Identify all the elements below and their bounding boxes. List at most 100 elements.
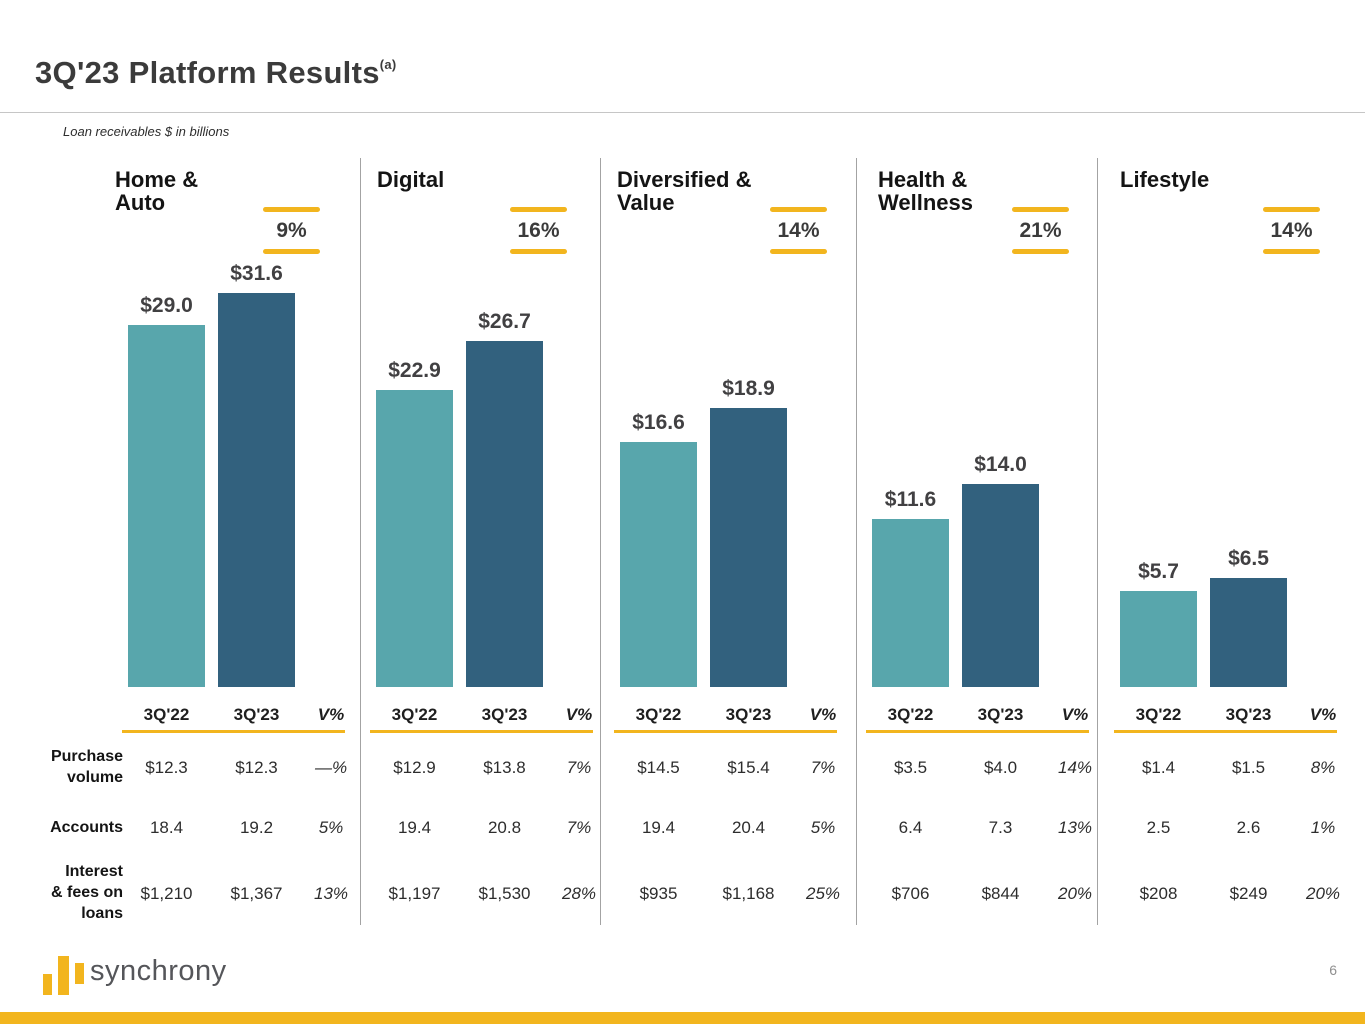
row-label-accounts: Accounts — [50, 819, 123, 836]
bar-3q23-digital — [466, 341, 543, 687]
platform-title-health-wellness: Health & Wellness — [878, 167, 973, 215]
table-cell: $249 — [1229, 884, 1268, 903]
growth-percent: 16% — [517, 219, 560, 242]
bar-value-label: $11.6 — [884, 488, 937, 511]
table-header-v-percent: V% — [317, 705, 345, 724]
table-cell: $844 — [981, 884, 1020, 903]
table-cell: $14.5 — [637, 758, 680, 777]
table-cell: $15.4 — [727, 758, 770, 777]
bar-3q22-home-auto — [128, 325, 205, 687]
platform-column-lifestyle: Lifestyle 14% $5.7 $6.5 3Q'22 3Q'23 V% $1.4 $1.5… — [1097, 158, 1365, 925]
table-header-3q22: 3Q'22 — [1135, 705, 1182, 724]
table-header-3q22: 3Q'22 — [391, 705, 438, 724]
table-cell: 20% — [1305, 884, 1341, 903]
table-cell: 5% — [318, 818, 344, 837]
table-cell: $1,197 — [388, 884, 441, 903]
table-cell: 2.6 — [1236, 818, 1261, 837]
table-cell: $935 — [639, 884, 678, 903]
growth-percent: 21% — [1019, 219, 1062, 242]
page-title: 3Q'23 Platform Results(a) — [35, 55, 397, 91]
growth-underline-bottom — [1012, 249, 1069, 254]
bar-3q22-lifestyle — [1120, 591, 1197, 687]
platform-column-health-wellness: Health & Wellness 21% $11.6 $14.0 3Q'22 3Q'23… — [856, 158, 1097, 925]
table-header-3q22: 3Q'22 — [635, 705, 682, 724]
title-footnote-marker: (a) — [379, 56, 397, 72]
growth-badge-digital: 16% — [510, 207, 567, 254]
bar-3q23-home-auto — [218, 293, 295, 687]
bar-value-label: $18.9 — [722, 377, 775, 400]
table-cell: 25% — [805, 884, 841, 903]
bar-value-label: $26.7 — [478, 310, 531, 333]
growth-underline-bottom — [510, 249, 567, 254]
platform-title-digital: Digital — [377, 167, 445, 192]
table-cell: $12.9 — [393, 758, 436, 777]
table-cell: $12.3 — [235, 758, 278, 777]
table-header-3q22: 3Q'22 — [143, 705, 190, 724]
table-cell: $12.3 — [145, 758, 188, 777]
logo-bar-middle-icon — [58, 956, 69, 995]
table-cell: 18.4 — [149, 818, 184, 837]
table-cell: 13% — [313, 884, 349, 903]
table-cell: $1,367 — [230, 884, 283, 903]
table-header-3q23: 3Q'23 — [233, 705, 280, 724]
table-cell: $4.0 — [983, 758, 1018, 777]
table-header-v-percent: V% — [565, 705, 593, 724]
bar-value-label: $22.9 — [388, 359, 441, 382]
table-header-v-percent: V% — [1061, 705, 1089, 724]
bar-3q22-digital — [376, 390, 453, 687]
table-header-underline — [370, 730, 593, 733]
growth-underline-bottom — [1263, 249, 1320, 254]
bar-value-label: $31.6 — [230, 262, 283, 285]
logo-bar-right-icon — [75, 963, 84, 984]
bar-value-label: $6.5 — [1228, 547, 1269, 570]
platform-column-digital: Digital 16% $22.9 $26.7 3Q'22 3Q'23 V% $12.9 $13… — [360, 158, 600, 925]
growth-underline-top — [510, 207, 567, 212]
table-cell: $3.5 — [893, 758, 928, 777]
table-cell: 20.4 — [731, 818, 766, 837]
table-cell: 14% — [1057, 758, 1093, 777]
table-header-3q23: 3Q'23 — [481, 705, 528, 724]
growth-underline-top — [263, 207, 320, 212]
table-header-underline — [866, 730, 1089, 733]
title-divider-line — [0, 112, 1365, 113]
table-header-v-percent: V% — [1309, 705, 1337, 724]
table-cell: $1.4 — [1141, 758, 1176, 777]
column-divider-3 — [856, 158, 857, 925]
table-cell: 19.2 — [239, 818, 274, 837]
platform-column-home-auto: Home & Auto 9% $29.0 $31.6 3Q'22 3Q'23 V% $12.3… — [30, 158, 360, 925]
growth-percent: 14% — [777, 219, 820, 242]
growth-percent: 14% — [1270, 219, 1313, 242]
bar-value-label: $29.0 — [140, 294, 193, 317]
table-cell: 19.4 — [641, 818, 676, 837]
table-header-3q23: 3Q'23 — [725, 705, 772, 724]
table-cell: $1.5 — [1231, 758, 1266, 777]
table-header-underline — [122, 730, 345, 733]
column-divider-4 — [1097, 158, 1098, 925]
logo-text: synchrony — [90, 955, 227, 987]
table-header-underline — [1114, 730, 1337, 733]
platform-column-diversified-value: Diversified & Value 14% $16.6 $18.9 3Q'22 3Q'… — [600, 158, 856, 925]
table-cell: 7% — [566, 818, 592, 837]
row-label-interest-fees: Interest & fees on loans — [50, 863, 123, 922]
growth-badge-health-wellness: 21% — [1012, 207, 1069, 254]
table-cell: 19.4 — [397, 818, 432, 837]
bar-value-label: $16.6 — [632, 411, 685, 434]
growth-underline-bottom — [770, 249, 827, 254]
table-cell: 13% — [1057, 818, 1093, 837]
table-cell: 28% — [561, 884, 597, 903]
bar-3q23-lifestyle — [1210, 578, 1287, 687]
table-cell: 20.8 — [487, 818, 522, 837]
table-cell: $1,530 — [478, 884, 531, 903]
table-cell: 8% — [1310, 758, 1336, 777]
table-cell: $706 — [891, 884, 930, 903]
platform-title-lifestyle: Lifestyle — [1120, 167, 1210, 192]
logo-bar-left-icon — [43, 974, 52, 995]
growth-badge-home-auto: 9% — [263, 207, 320, 254]
table-header-v-percent: V% — [809, 705, 837, 724]
growth-underline-bottom — [263, 249, 320, 254]
growth-percent: 9% — [276, 219, 307, 242]
growth-badge-diversified-value: 14% — [770, 207, 827, 254]
table-header-3q22: 3Q'22 — [887, 705, 934, 724]
table-header-3q23: 3Q'23 — [1225, 705, 1272, 724]
